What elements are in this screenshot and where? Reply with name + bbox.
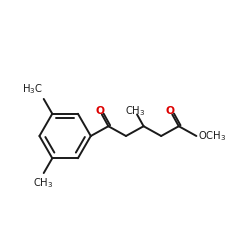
Text: O: O	[96, 106, 104, 116]
Text: H$_3$C: H$_3$C	[22, 82, 42, 96]
Text: O: O	[166, 106, 175, 116]
Text: CH$_3$: CH$_3$	[34, 176, 54, 190]
Text: OCH$_3$: OCH$_3$	[198, 129, 227, 143]
Text: CH$_3$: CH$_3$	[125, 104, 145, 118]
